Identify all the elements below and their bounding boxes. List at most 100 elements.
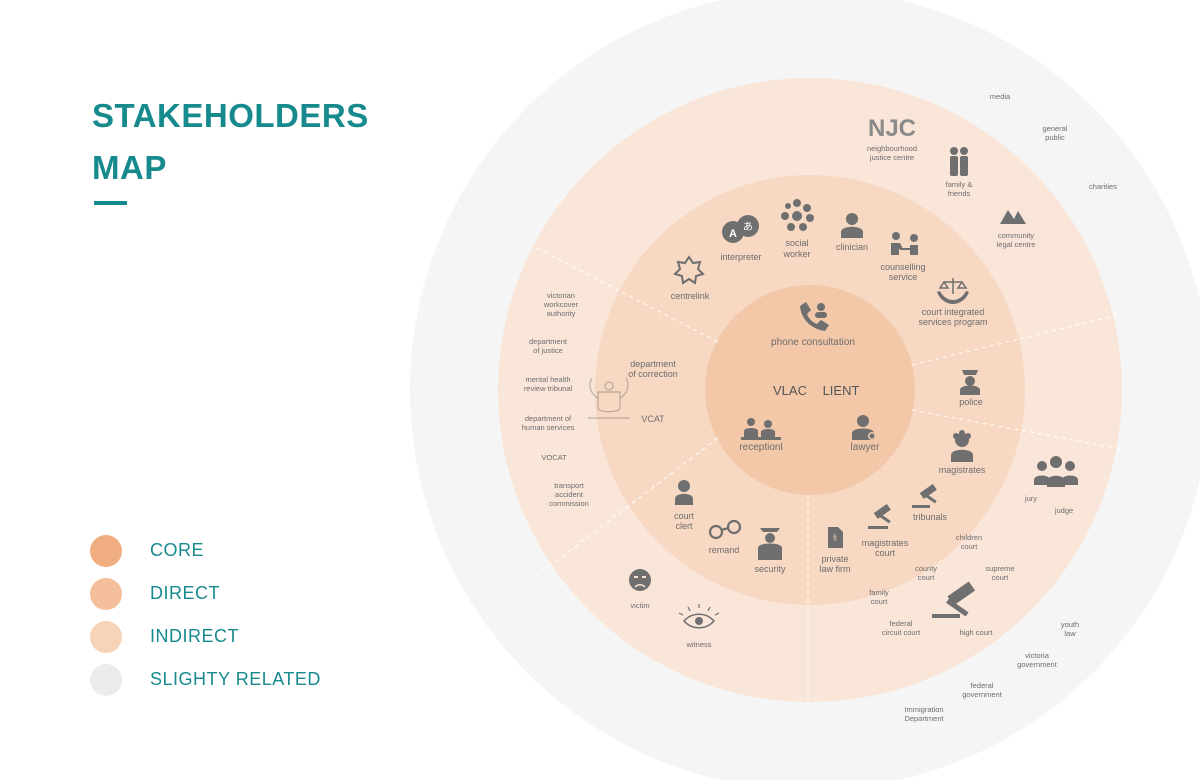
counselling-icon — [891, 232, 918, 255]
legend-label-slight: SLIGHTY RELATED — [150, 669, 321, 689]
label-witness: witness — [685, 640, 711, 649]
title-line-2: MAP — [92, 149, 167, 186]
label-human-2: human services — [522, 423, 575, 432]
document-icon: § — [828, 527, 843, 548]
label-media: media — [990, 92, 1011, 101]
label-federal-gov-2: government — [962, 690, 1003, 699]
label-phone-consultation: phone consultation — [771, 337, 855, 348]
label-federal-gov-1: federal — [971, 681, 994, 690]
label-mental-1: mental health — [525, 375, 570, 384]
social-worker-icon — [781, 199, 814, 231]
label-community-1: community — [998, 231, 1035, 240]
label-social-2: worker — [782, 249, 810, 259]
svg-text:A: A — [729, 228, 737, 240]
label-correction-2: of correction — [628, 369, 678, 379]
gavel-icon-high-court — [932, 581, 976, 618]
label-transport-1: transport — [554, 481, 585, 490]
magistrates-icon — [951, 430, 973, 462]
label-federal-circuit-1: federal — [890, 619, 913, 628]
label-court-clert-2: clert — [675, 521, 693, 531]
legend-label-indirect: INDIRECT — [150, 626, 239, 646]
clinician-icon — [841, 213, 863, 238]
label-children-2: court — [961, 542, 979, 551]
label-private-1: private — [821, 554, 848, 564]
label-county-2: court — [918, 573, 936, 582]
label-remand: remand — [709, 545, 740, 555]
label-workcover-2: workcover — [543, 300, 579, 309]
legend-swatch-core — [90, 535, 122, 567]
svg-text:§: § — [833, 535, 837, 542]
label-justice-1: department — [529, 337, 568, 346]
handcuffs-icon — [708, 519, 742, 540]
label-njc-1: neighbourhood — [867, 144, 917, 153]
label-security: security — [754, 564, 786, 574]
divider-line — [424, 189, 719, 343]
security-icon — [758, 528, 782, 560]
title-line-1: STAKEHOLDERS — [92, 97, 369, 134]
sector-dividers — [424, 189, 1181, 770]
label-correction-1: department — [630, 359, 676, 369]
gavel-icon-magistrates-court — [868, 503, 891, 529]
label-victoria-2: government — [1017, 660, 1058, 669]
label-court-integrated-2: services program — [918, 317, 987, 327]
label-family-2: friends — [948, 189, 971, 198]
label-family-court-2: court — [871, 597, 889, 606]
police-icon — [960, 370, 980, 395]
label-jury: jury — [1024, 494, 1037, 503]
gavel-icon-tribunals — [912, 483, 937, 508]
legend-swatch-direct — [90, 578, 122, 610]
interpreter-icon: A あ — [722, 215, 759, 243]
label-human-1: department of — [525, 414, 572, 423]
label-transport-2: accident — [555, 490, 584, 499]
label-counselling-1: counselling — [880, 262, 925, 272]
label-supreme-1: supreme — [985, 564, 1014, 573]
divider-line — [911, 299, 1181, 366]
legend-item-direct: DIRECT — [90, 578, 350, 610]
label-youth-1: youth — [1061, 620, 1079, 629]
label-immigration-1: Immigration — [904, 705, 943, 714]
label-victoria-1: victoria — [1025, 651, 1050, 660]
ring-core — [705, 285, 915, 495]
divider-line — [454, 437, 719, 639]
page-title: STAKEHOLDERS MAP — [92, 90, 369, 194]
title-underline — [94, 201, 127, 205]
label-general-1: general — [1042, 124, 1067, 133]
label-magistrates-court-2: court — [875, 548, 896, 558]
label-county-1: county — [915, 564, 937, 573]
label-judge: judge — [1054, 506, 1073, 515]
label-immigration-2: Department — [904, 714, 944, 723]
court-integrated-icon — [937, 278, 969, 304]
legend-swatch-indirect — [90, 621, 122, 653]
label-family-1: family & — [946, 180, 973, 189]
legend-item-core: CORE — [90, 535, 350, 567]
label-private-2: law firm — [820, 564, 851, 574]
label-clinician: clinician — [836, 242, 868, 252]
legend-label-direct: DIRECT — [150, 583, 220, 603]
label-tribunals: tribunals — [913, 512, 948, 522]
mountains-icon — [1000, 210, 1026, 224]
label-high-court: high court — [960, 628, 994, 637]
label-charities: charities — [1089, 182, 1117, 191]
sad-face-icon — [629, 569, 651, 591]
coat-of-arms-icon — [588, 377, 630, 419]
label-victim: victim — [630, 601, 649, 610]
label-njc-2: justice centre — [869, 153, 914, 162]
label-lawyer: lawyer — [851, 442, 881, 453]
lawyer-icon — [852, 415, 876, 440]
court-clerk-icon — [675, 480, 693, 505]
legend-item-indirect: INDIRECT — [90, 621, 350, 653]
label-mental-2: review tribunal — [524, 384, 573, 393]
njc-logo: NJC — [868, 115, 916, 142]
label-social-1: social — [785, 238, 808, 248]
label-vocat: VOCAT — [541, 453, 567, 462]
label-general-2: public — [1045, 133, 1065, 142]
divider-line — [911, 409, 1181, 461]
label-centrelink: centrelink — [671, 291, 710, 301]
label-court-integrated-1: court integrated — [922, 307, 985, 317]
family-icon — [950, 147, 968, 176]
label-magistrates-court-1: magistrates — [862, 538, 909, 548]
label-workcover-1: victorian — [547, 291, 575, 300]
label-reception: receptionl — [739, 442, 782, 453]
label-family-court-1: family — [869, 588, 889, 597]
